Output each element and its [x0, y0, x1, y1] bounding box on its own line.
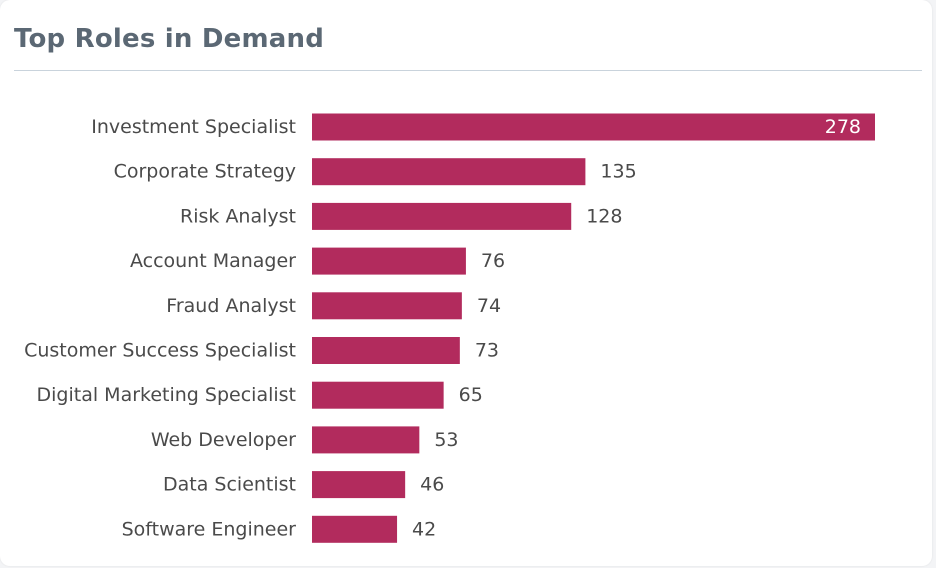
category-label: Account Manager — [130, 250, 296, 272]
bar[interactable] — [312, 292, 462, 320]
bar[interactable] — [312, 515, 398, 543]
value-label: 278 — [825, 116, 861, 138]
category-label: Web Developer — [151, 429, 296, 451]
bar[interactable] — [312, 426, 420, 454]
category-label: Investment Specialist — [91, 116, 296, 138]
value-label: 42 — [412, 518, 436, 540]
bar[interactable] — [312, 337, 460, 364]
chart-title: Top Roles in Demand — [14, 24, 325, 54]
value-label: 128 — [586, 205, 622, 227]
value-label: 46 — [420, 474, 444, 496]
bar[interactable] — [312, 113, 875, 141]
value-label: 73 — [475, 340, 499, 362]
category-label: Digital Marketing Specialist — [37, 384, 296, 406]
value-label: 76 — [481, 250, 505, 272]
value-label: 135 — [600, 161, 636, 183]
bar[interactable] — [312, 381, 444, 409]
category-label: Risk Analyst — [180, 205, 296, 227]
value-label: 74 — [477, 295, 501, 317]
value-label: 53 — [434, 429, 458, 451]
value-label: 65 — [459, 384, 483, 406]
bar[interactable] — [312, 158, 586, 186]
category-label: Software Engineer — [122, 518, 297, 540]
category-label: Data Scientist — [163, 474, 296, 496]
bar[interactable] — [312, 471, 406, 499]
category-label: Corporate Strategy — [114, 161, 296, 183]
bar[interactable] — [312, 247, 466, 275]
category-label: Customer Success Specialist — [24, 340, 296, 362]
bar[interactable] — [312, 202, 572, 230]
category-label: Fraud Analyst — [166, 295, 296, 317]
title-divider — [14, 70, 922, 71]
